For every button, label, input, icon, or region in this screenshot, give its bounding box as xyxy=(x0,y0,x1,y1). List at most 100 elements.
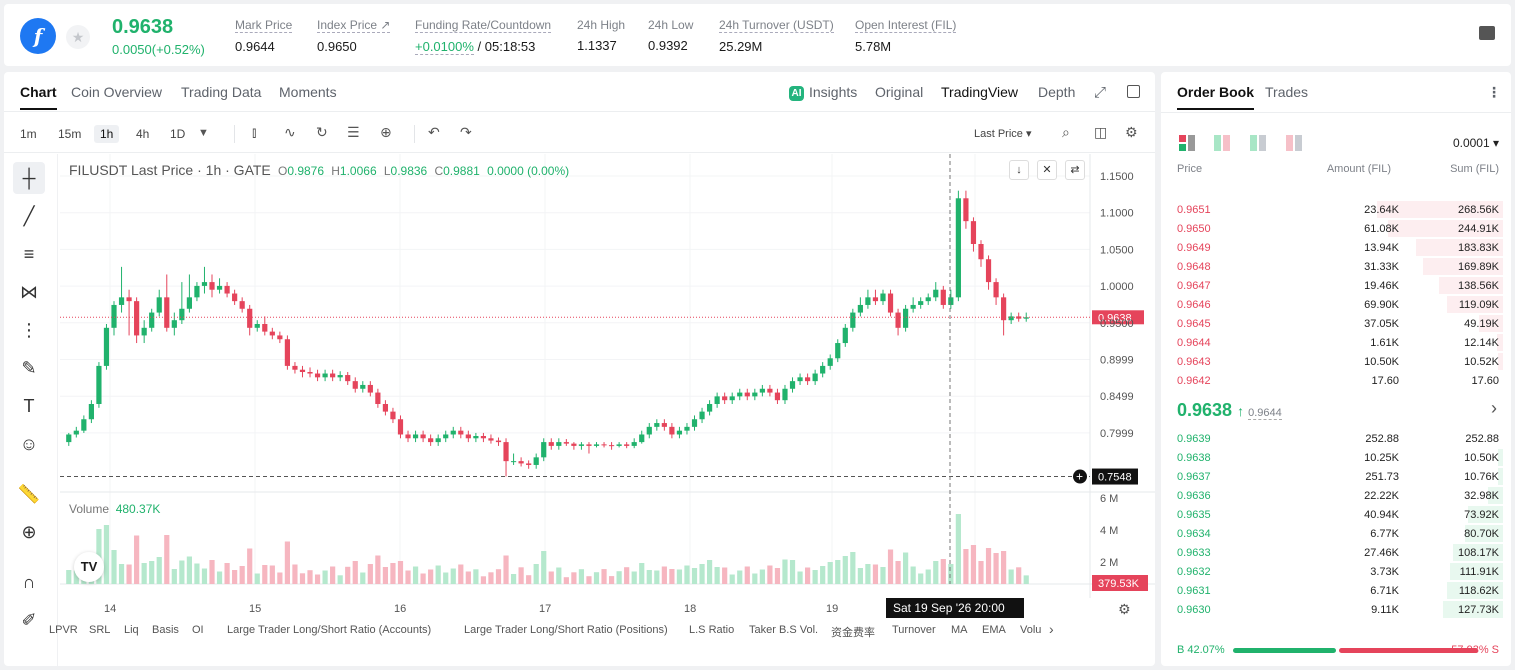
fullscreen-icon[interactable]: ⇄ xyxy=(1065,160,1085,180)
view-both-icon[interactable] xyxy=(1179,135,1195,151)
chevron-right-icon[interactable]: › xyxy=(1049,621,1054,637)
scroll-down-icon[interactable]: ↓ xyxy=(1009,160,1029,180)
price-cell: 0.9637 xyxy=(1177,471,1211,483)
ask-row[interactable]: 0.9646 69.90K 119.09K xyxy=(1161,295,1511,314)
tab-coin-overview[interactable]: Coin Overview xyxy=(71,84,163,100)
zoom-in-icon[interactable]: ⊕ xyxy=(21,522,37,542)
indicator-liq[interactable]: Liq xyxy=(124,624,139,636)
bid-row[interactable]: 0.9639 252.88 252.88 xyxy=(1161,429,1511,448)
fib-icon[interactable]: ⋮ xyxy=(20,320,38,340)
turnover-24h-stat[interactable]: 24h Turnover (USDT) 25.29M xyxy=(719,18,834,54)
tab-chart[interactable]: Chart xyxy=(20,84,57,110)
interval-1m[interactable]: 1m xyxy=(20,127,37,141)
camera-icon[interactable]: ◫ xyxy=(1094,124,1108,140)
open-interest-stat[interactable]: Open Interest (FIL) 5.78M xyxy=(855,18,957,54)
tab-original[interactable]: Original xyxy=(875,84,924,100)
indicator-basis[interactable]: Basis xyxy=(152,624,179,636)
crosshair-icon[interactable]: ┼ xyxy=(13,162,45,194)
replay-icon[interactable]: ↻ xyxy=(316,124,328,140)
indicator-lpvr[interactable]: LPVR xyxy=(49,624,78,636)
price-chart[interactable]: 0.9638 + 0.7548 1.1500 1.1000 1.0500 1.0000 0.9… xyxy=(60,154,1155,618)
volume-bar xyxy=(624,567,630,584)
candle-type-icon[interactable]: ⫾ xyxy=(252,124,257,140)
view-bids-icon[interactable] xyxy=(1214,135,1230,151)
tab-trades[interactable]: Trades xyxy=(1265,84,1309,100)
funding-rate-stat[interactable]: Funding Rate/Countdown +0.0100% / 05:18:5… xyxy=(415,18,552,55)
interval-1h[interactable]: 1h xyxy=(94,125,120,143)
bid-row[interactable]: 0.9637 251.73 10.76K xyxy=(1161,467,1511,486)
index-price-stat[interactable]: Index Price ↗ 0.9650 xyxy=(317,18,391,54)
ask-row[interactable]: 0.9647 19.46K 138.56K xyxy=(1161,276,1511,295)
indicator-oi[interactable]: OI xyxy=(192,624,204,636)
bid-row[interactable]: 0.9630 9.11K 127.73K xyxy=(1161,600,1511,619)
emoji-icon[interactable]: ☺ xyxy=(19,434,39,454)
precision-select[interactable]: 0.0001 ▾ xyxy=(1452,136,1499,150)
template-icon[interactable]: ☰ xyxy=(347,124,360,140)
ask-row[interactable]: 0.9651 23.64K 268.56K xyxy=(1161,200,1511,219)
tab-tradingview[interactable]: TradingView xyxy=(941,84,1019,100)
more-options-icon[interactable]: ⋮ xyxy=(1487,84,1501,100)
pencil-lock-icon[interactable]: ✐ xyxy=(21,610,37,630)
interval-4h[interactable]: 4h xyxy=(136,127,150,141)
ask-row[interactable]: 0.9645 37.05K 49.19K xyxy=(1161,314,1511,333)
ruler-icon[interactable]: 📏 xyxy=(17,484,41,504)
indicator-funding-rate[interactable]: 资金费率 xyxy=(831,627,875,639)
add-alert-icon[interactable]: ⊕ xyxy=(380,124,392,140)
bid-row[interactable]: 0.9634 6.77K 80.70K xyxy=(1161,524,1511,543)
interval-dropdown-icon[interactable]: ▼ xyxy=(198,127,209,139)
bid-row[interactable]: 0.9635 40.94K 73.92K xyxy=(1161,505,1511,524)
tab-order-book[interactable]: Order Book xyxy=(1177,84,1255,110)
magnet-icon[interactable]: ∩ xyxy=(22,572,36,592)
bid-row[interactable]: 0.9638 10.25K 10.50K xyxy=(1161,448,1511,467)
indicator-turnover[interactable]: Turnover xyxy=(892,624,936,636)
bid-row[interactable]: 0.9636 22.22K 32.98K xyxy=(1161,486,1511,505)
collapse-icon[interactable]: ✕ xyxy=(1037,160,1057,180)
favorite-star-icon[interactable]: ★ xyxy=(66,25,90,49)
ask-row[interactable]: 0.9643 10.50K 10.52K xyxy=(1161,352,1511,371)
tab-trading-data[interactable]: Trading Data xyxy=(181,84,262,100)
expand-icon[interactable]: ⤢ xyxy=(1094,84,1107,101)
view-asks-icon[interactable] xyxy=(1250,135,1266,151)
view-sells-icon[interactable] xyxy=(1286,135,1302,151)
undo-icon[interactable]: ↶ xyxy=(428,124,440,140)
bid-row[interactable]: 0.9632 3.73K 111.91K xyxy=(1161,562,1511,581)
indicator-ls-ratio[interactable]: L.S Ratio xyxy=(689,624,735,636)
book-icon[interactable] xyxy=(1479,26,1495,40)
ask-row[interactable]: 0.9650 61.08K 244.91K xyxy=(1161,219,1511,238)
settings-gear-icon[interactable]: ⚙ xyxy=(1125,124,1138,140)
tab-insights[interactable]: AI Insights xyxy=(789,84,857,101)
pattern-icon[interactable]: ⋈ xyxy=(20,282,38,302)
tab-moments[interactable]: Moments xyxy=(279,84,337,100)
volume-bar xyxy=(66,570,72,584)
text-tool-icon[interactable]: T xyxy=(23,396,35,416)
mark-price-stat[interactable]: Mark Price 0.9644 xyxy=(235,18,293,54)
redo-icon[interactable]: ↷ xyxy=(460,124,472,140)
indicator-volume[interactable]: Volu xyxy=(1020,624,1042,636)
interval-15m[interactable]: 15m xyxy=(58,127,82,141)
chevron-right-icon[interactable]: › xyxy=(1491,398,1497,418)
volume-bar xyxy=(812,570,818,584)
trendline-icon[interactable]: ╱ xyxy=(23,206,35,226)
brush-icon[interactable]: ✎ xyxy=(21,358,37,378)
price-type-select[interactable]: Last Price ▾ xyxy=(974,128,1032,140)
horizontal-lines-icon[interactable]: ≡ xyxy=(23,244,35,264)
interval-1d[interactable]: 1D xyxy=(170,127,186,141)
bid-row[interactable]: 0.9633 27.46K 108.17K xyxy=(1161,543,1511,562)
search-icon[interactable]: ⌕ xyxy=(1062,124,1070,140)
bid-row[interactable]: 0.9631 6.71K 118.62K xyxy=(1161,581,1511,600)
candle-body xyxy=(397,419,404,435)
window-icon[interactable] xyxy=(1127,85,1140,98)
tab-depth[interactable]: Depth xyxy=(1038,84,1076,100)
indicators-icon[interactable]: ∿ xyxy=(284,124,296,140)
indicator-ema[interactable]: EMA xyxy=(982,624,1006,636)
ask-row[interactable]: 0.9648 31.33K 169.89K xyxy=(1161,257,1511,276)
indicator-srl[interactable]: SRL xyxy=(89,624,111,636)
indicator-ma[interactable]: MA xyxy=(951,624,968,636)
ask-row[interactable]: 0.9649 13.94K 183.83K xyxy=(1161,238,1511,257)
indicator-ls-positions[interactable]: Large Trader Long/Short Ratio (Positions… xyxy=(464,624,668,636)
candle-body xyxy=(201,282,208,286)
ask-row[interactable]: 0.9644 1.61K 12.14K xyxy=(1161,333,1511,352)
indicator-taker-vol[interactable]: Taker B.S Vol. xyxy=(749,624,819,636)
ask-row[interactable]: 0.9642 17.60 17.60 xyxy=(1161,371,1511,390)
indicator-ls-accounts[interactable]: Large Trader Long/Short Ratio (Accounts) xyxy=(227,624,432,636)
